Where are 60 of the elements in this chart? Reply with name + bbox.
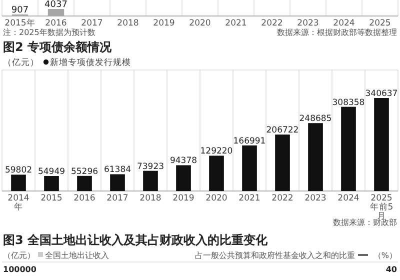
x-tick-label: 2017 — [81, 18, 103, 28]
data-label: 206722 — [266, 126, 299, 136]
text: 占一般公共预算和政府性基金收入之和的比重 — [195, 251, 355, 260]
bar — [176, 165, 191, 191]
data-label: 4037 — [44, 0, 68, 10]
text: （亿元） — [3, 251, 35, 260]
text: 全国土地出让收入 — [45, 251, 109, 260]
data-label: 308358 — [332, 98, 365, 108]
x-tick-label: 2016 — [45, 18, 67, 28]
x-tick-label: 2023 — [304, 194, 326, 204]
text: 图3 全国土地出让收入及其占财政收入的比重变化 — [3, 233, 269, 247]
data-label: 248685 — [299, 114, 332, 124]
x-tick-label: 2019 — [172, 194, 194, 204]
x-tick-label: 2025 — [369, 18, 391, 28]
y-axis-title: （亿元） — [3, 57, 39, 68]
bar — [110, 174, 125, 191]
data-label: 340637 — [365, 89, 398, 99]
x-tick-label: 2018 — [117, 18, 139, 28]
data-label: 166991 — [233, 136, 266, 146]
data-label: 94378 — [170, 156, 198, 166]
x-tick-label: 2019 — [153, 18, 175, 28]
data-label: 54949 — [38, 167, 66, 177]
text: 40 — [386, 265, 398, 274]
x-tick-label: 2018 — [140, 194, 162, 204]
bar — [209, 156, 224, 191]
bar — [308, 123, 323, 191]
x-tick-label: 2020 — [206, 194, 228, 204]
chart-title: 图2 专项债余额情况 — [3, 40, 113, 54]
bar — [77, 176, 92, 191]
x-tick-label: 2021 — [225, 18, 247, 28]
bar — [242, 145, 257, 191]
x-tick-label: 2020 — [189, 18, 211, 28]
legend-label: 新增专项债发行规模 — [50, 57, 131, 68]
source-note: 数据来源：根据财政部等数据整理 — [277, 28, 397, 37]
x-tick-label: 2015 — [40, 194, 62, 204]
text: 注：2025年数据为预计数 — [3, 28, 96, 37]
x-tick-label: 2015年 — [4, 18, 36, 28]
x-tick-label: 2021 — [238, 194, 260, 204]
bar — [143, 170, 158, 191]
x-tick-label: 2024 — [338, 194, 360, 204]
text: 100000 — [3, 265, 37, 274]
data-label: 129220 — [200, 146, 233, 157]
x-tick-label: 2024 — [333, 18, 355, 28]
x-tick-label: 2014年 — [8, 194, 30, 212]
x-tick-label: 2023 — [297, 18, 319, 28]
x-tick-label: 2022 — [272, 194, 294, 204]
x-tick-label: 2016 — [74, 194, 96, 204]
bar — [44, 176, 59, 191]
bar — [374, 98, 389, 191]
text: （%） — [373, 251, 397, 260]
bar — [11, 174, 26, 191]
x-tick-label: 2017 — [106, 194, 128, 204]
bar — [275, 134, 290, 191]
data-label: 55296 — [70, 166, 98, 177]
bar — [341, 106, 356, 191]
data-label: 61384 — [104, 165, 132, 176]
data-label: 59802 — [4, 166, 32, 176]
x-tick-label: 2022 — [261, 18, 283, 28]
data-label: 73923 — [136, 162, 164, 172]
data-label: 907 — [11, 5, 29, 16]
